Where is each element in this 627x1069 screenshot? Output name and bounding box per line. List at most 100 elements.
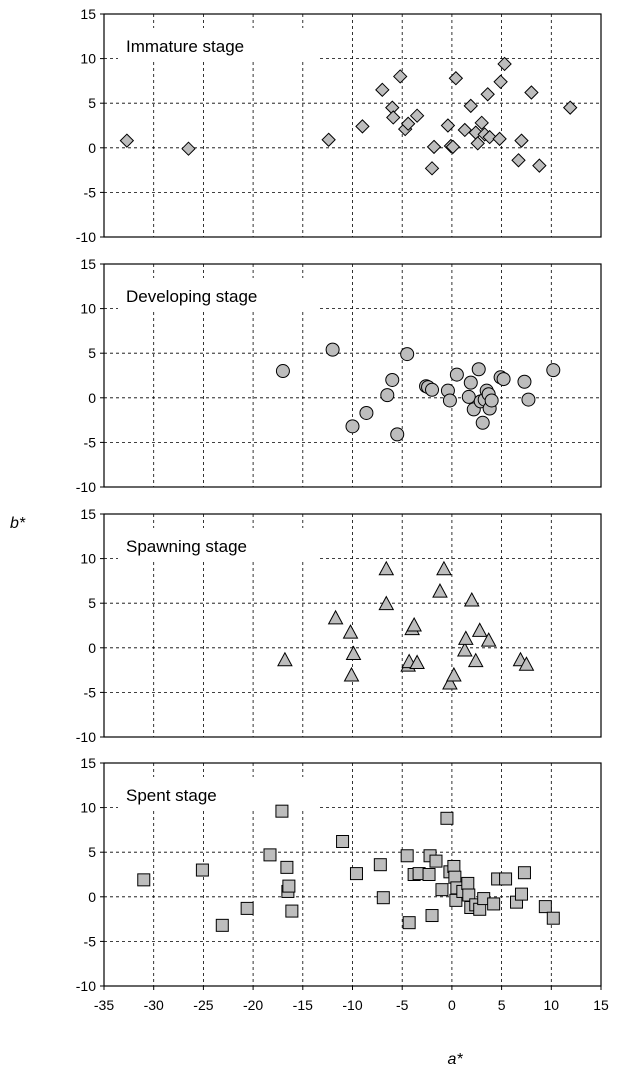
y-tick-label: 0 bbox=[88, 640, 96, 656]
x-tick-label: -20 bbox=[243, 997, 263, 1013]
data-point-square bbox=[440, 811, 454, 825]
data-point-circle bbox=[442, 393, 457, 408]
data-point-square bbox=[402, 916, 416, 930]
data-point-square bbox=[546, 911, 560, 925]
data-point-circle bbox=[521, 392, 536, 407]
data-point-square bbox=[517, 866, 531, 880]
x-tick-label: 10 bbox=[544, 997, 560, 1013]
data-point-square bbox=[336, 834, 350, 848]
data-point-triangle bbox=[277, 651, 293, 667]
data-point-triangle bbox=[327, 609, 344, 625]
data-point-diamond bbox=[497, 56, 512, 72]
x-tick-label: -10 bbox=[342, 997, 362, 1013]
data-point-circle bbox=[463, 375, 478, 390]
data-point-square bbox=[473, 902, 487, 916]
data-point-circle bbox=[385, 372, 400, 387]
data-point-triangle bbox=[342, 624, 359, 639]
data-point-diamond bbox=[492, 131, 507, 147]
data-point-square bbox=[280, 860, 294, 874]
panel-title-background bbox=[118, 528, 318, 562]
y-tick-label: 15 bbox=[80, 6, 96, 22]
data-point-triangle bbox=[345, 645, 362, 661]
data-point-square bbox=[447, 859, 461, 873]
data-point-diamond bbox=[474, 115, 489, 131]
data-point-diamond bbox=[409, 108, 425, 123]
y-tick-label: 15 bbox=[80, 256, 96, 272]
y-tick-label: 0 bbox=[88, 140, 96, 156]
data-point-diamond bbox=[470, 136, 485, 151]
x-tick-label: -5 bbox=[396, 997, 409, 1013]
data-point-square bbox=[285, 904, 299, 918]
data-point-square bbox=[514, 887, 528, 901]
data-point-diamond bbox=[440, 118, 456, 133]
panel-title-background bbox=[118, 28, 318, 62]
data-point-triangle bbox=[518, 656, 535, 671]
data-point-triangle bbox=[456, 641, 473, 657]
data-point-diamond bbox=[375, 82, 390, 98]
panel-frame bbox=[103, 513, 602, 738]
panel-title: Developing stage bbox=[126, 287, 257, 306]
x-tick-label: -35 bbox=[94, 997, 114, 1013]
data-point-square bbox=[282, 879, 296, 893]
y-tick-label: 10 bbox=[80, 51, 96, 67]
y-tick-label: -10 bbox=[76, 229, 96, 245]
data-point-square bbox=[499, 872, 513, 886]
y-tick-label: -10 bbox=[76, 479, 96, 495]
data-point-circle bbox=[471, 362, 486, 377]
data-point-circle bbox=[425, 382, 440, 397]
data-point-diamond bbox=[181, 141, 196, 156]
data-point-circle bbox=[359, 405, 374, 420]
data-point-triangle bbox=[409, 654, 425, 669]
y-tick-label: -5 bbox=[84, 933, 97, 949]
data-point-triangle bbox=[436, 560, 452, 576]
data-point-circle bbox=[475, 415, 490, 430]
x-tick-label: 0 bbox=[448, 997, 456, 1013]
panel-frame bbox=[103, 263, 602, 488]
data-point-diamond bbox=[424, 161, 440, 176]
data-point-square bbox=[349, 867, 363, 881]
y-tick-label: 5 bbox=[88, 595, 96, 611]
data-point-circle bbox=[484, 393, 499, 408]
data-point-square bbox=[422, 868, 436, 881]
data-point-circle bbox=[400, 347, 415, 362]
data-point-triangle bbox=[457, 630, 474, 645]
data-point-diamond bbox=[511, 153, 526, 168]
data-point-triangle bbox=[480, 632, 497, 647]
data-point-diamond bbox=[386, 110, 401, 125]
data-point-diamond bbox=[393, 69, 408, 84]
data-point-triangle bbox=[378, 560, 395, 576]
data-point-circle bbox=[496, 372, 511, 387]
data-point-diamond bbox=[463, 98, 478, 114]
y-tick-label: 5 bbox=[88, 95, 96, 111]
y-tick-label: 10 bbox=[80, 301, 96, 317]
data-point-triangle bbox=[442, 674, 458, 690]
y-tick-label: 15 bbox=[80, 506, 96, 522]
data-point-square bbox=[448, 870, 462, 884]
x-tick-label: 5 bbox=[498, 997, 506, 1013]
data-point-diamond bbox=[562, 100, 578, 115]
y-axis-title: b* bbox=[10, 515, 26, 532]
data-point-triangle bbox=[463, 591, 480, 607]
data-point-triangle bbox=[406, 616, 422, 632]
y-tick-label: -10 bbox=[76, 978, 96, 994]
data-point-diamond bbox=[514, 133, 529, 148]
data-point-square bbox=[435, 883, 449, 897]
panel-title-background bbox=[118, 278, 318, 312]
data-point-circle bbox=[275, 364, 290, 379]
data-point-square bbox=[275, 804, 289, 818]
y-tick-label: 5 bbox=[88, 345, 96, 361]
data-point-triangle bbox=[467, 652, 484, 668]
data-point-diamond bbox=[355, 119, 370, 134]
data-point-triangle bbox=[343, 666, 360, 682]
data-point-square bbox=[263, 848, 277, 862]
data-point-square bbox=[195, 863, 209, 877]
data-point-square bbox=[137, 873, 151, 887]
data-point-triangle bbox=[432, 583, 448, 598]
data-point-square bbox=[240, 901, 254, 915]
data-point-diamond bbox=[457, 122, 473, 138]
data-point-diamond bbox=[482, 129, 497, 145]
data-point-diamond bbox=[321, 132, 336, 147]
y-tick-label: -5 bbox=[84, 684, 97, 700]
data-point-square bbox=[461, 876, 475, 890]
